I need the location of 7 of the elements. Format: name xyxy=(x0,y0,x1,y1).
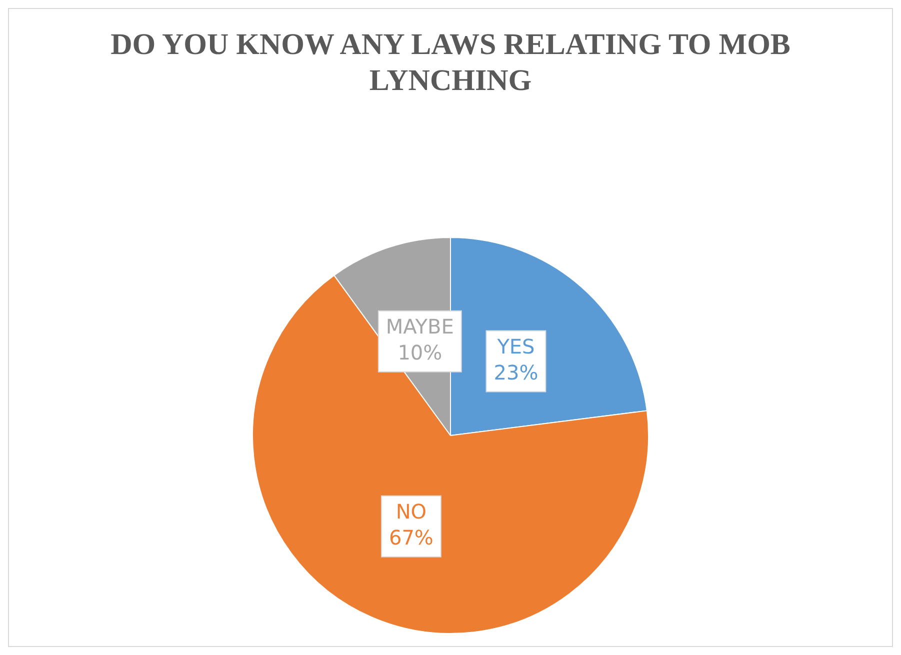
data-label: 23% xyxy=(494,360,538,384)
slice-label: NO xyxy=(396,500,427,524)
slice-label: YES xyxy=(496,334,535,358)
slice-label: MAYBE xyxy=(386,314,454,339)
chart-title: DO YOU KNOW ANY LAWS RELATING TO MOB LYNCHING xyxy=(110,27,792,99)
data-label: 10% xyxy=(398,340,442,365)
data-label: 67% xyxy=(388,526,434,550)
